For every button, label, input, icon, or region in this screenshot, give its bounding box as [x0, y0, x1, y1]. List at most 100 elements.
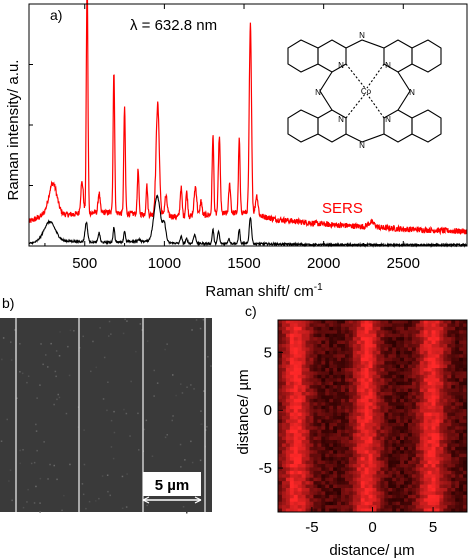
- heatmap-cell: [372, 333, 377, 338]
- heatmap-cell: [443, 326, 448, 331]
- heatmap-cell: [285, 453, 291, 458]
- heatmap-cell: [301, 330, 306, 335]
- heatmap-cell: [368, 381, 373, 386]
- heatmap-cell: [325, 494, 330, 499]
- heatmap-cell: [285, 333, 291, 338]
- heatmap-cell: [443, 440, 448, 444]
- heatmap-cell: [447, 436, 452, 441]
- heatmap-cell: [356, 330, 362, 335]
- heatmap-cell: [407, 491, 413, 496]
- heatmap-cell: [321, 419, 326, 424]
- heatmap-cell: [309, 412, 314, 417]
- heatmap-cell: [415, 433, 421, 437]
- heatmap-cell: [463, 337, 468, 341]
- heatmap-cell: [404, 409, 409, 413]
- heatmap-cell: [427, 505, 432, 509]
- heatmap-cell: [329, 347, 334, 352]
- heatmap-cell: [380, 398, 385, 403]
- heatmap-cell: [281, 419, 287, 424]
- heatmap-cell: [431, 443, 436, 448]
- heatmap-cell: [439, 477, 444, 482]
- heatmap-cell: [329, 416, 334, 420]
- heatmap-cell: [329, 333, 334, 338]
- heatmap-cell: [376, 347, 381, 352]
- heatmap-cell: [333, 326, 338, 331]
- heatmap-cell: [368, 392, 373, 396]
- heatmap-cell: [337, 354, 342, 359]
- heatmap-cell: [364, 409, 369, 413]
- heatmap-cell: [333, 344, 338, 348]
- heatmap-cell: [360, 488, 366, 492]
- heatmap-cell: [396, 344, 401, 348]
- heatmap-cell: [321, 436, 326, 441]
- heatmap-cell: [278, 457, 283, 461]
- heatmap-cell: [305, 457, 310, 461]
- heatmap-cell: [321, 446, 326, 451]
- heatmap-cell: [455, 419, 460, 424]
- heatmap-cell: [459, 374, 464, 379]
- heatmap-cell: [281, 453, 287, 458]
- heatmap-cell: [384, 398, 389, 403]
- heatmap-cell: [321, 409, 326, 413]
- heatmap-cell: [360, 337, 366, 341]
- heatmap-cell: [301, 381, 306, 386]
- heatmap-cell: [435, 488, 440, 492]
- heatmap-cell: [447, 477, 452, 482]
- heatmap-cell: [380, 371, 385, 376]
- heatmap-cell: [293, 457, 299, 461]
- sem-speckle: [27, 488, 29, 491]
- heatmap-cell: [289, 354, 295, 359]
- heatmap-cell: [360, 371, 366, 376]
- heatmap-cell: [427, 494, 432, 499]
- heatmap-cell: [356, 422, 362, 427]
- heatmap-cell: [380, 354, 385, 359]
- heatmap-cell: [427, 392, 432, 396]
- heatmap-cell: [384, 347, 389, 352]
- heatmap-cell: [352, 368, 358, 372]
- heatmap-cell: [360, 381, 366, 386]
- heatmap-cell: [360, 412, 366, 417]
- heatmap-cell: [415, 405, 421, 410]
- heatmap-cell: [293, 488, 299, 492]
- heatmap-cell: [278, 481, 283, 485]
- heatmap-cell: [388, 416, 393, 420]
- sem-speckle: [56, 398, 58, 401]
- heatmap-cell: [392, 416, 397, 420]
- sem-speckle: [16, 397, 18, 399]
- heatmap-cell: [364, 429, 369, 434]
- heatmap-cell: [278, 347, 283, 352]
- heatmap-cell: [325, 419, 330, 424]
- heatmap-cell: [329, 474, 334, 479]
- heatmap-cell: [392, 440, 397, 444]
- heatmap-cell: [285, 484, 291, 489]
- heatmap-cell: [415, 443, 421, 448]
- heatmap-cell: [297, 347, 303, 352]
- heatmap-cell: [333, 491, 338, 496]
- heatmap-cell: [313, 429, 318, 434]
- heatmap-cell: [384, 361, 389, 365]
- heatmap-cell: [415, 392, 421, 396]
- heatmap-cell: [293, 416, 299, 420]
- heatmap-cell: [333, 464, 338, 468]
- heatmap-cell: [419, 333, 425, 338]
- heatmap-cell: [455, 357, 460, 362]
- heatmap-cell: [278, 477, 283, 482]
- heatmap-cell: [325, 484, 330, 489]
- heatmap-cell: [376, 488, 381, 492]
- heatmap-cell: [439, 344, 444, 348]
- heatmap-cell: [376, 371, 381, 376]
- heatmap-cell: [415, 436, 421, 441]
- heatmap-cell: [325, 508, 330, 513]
- sem-speckle: [109, 494, 111, 497]
- heatmap-cell: [392, 436, 397, 441]
- heatmap-cell: [415, 412, 421, 417]
- heatmap-cell: [404, 436, 409, 441]
- heatmap-cell: [423, 433, 429, 437]
- heatmap-cell: [419, 477, 425, 482]
- heatmap-cell: [431, 405, 436, 410]
- heatmap-cell: [368, 344, 373, 348]
- heatmap-cell: [372, 392, 377, 396]
- heatmap-cell: [384, 333, 389, 338]
- heatmap-cell: [423, 405, 429, 410]
- heatmap-cell: [415, 354, 421, 359]
